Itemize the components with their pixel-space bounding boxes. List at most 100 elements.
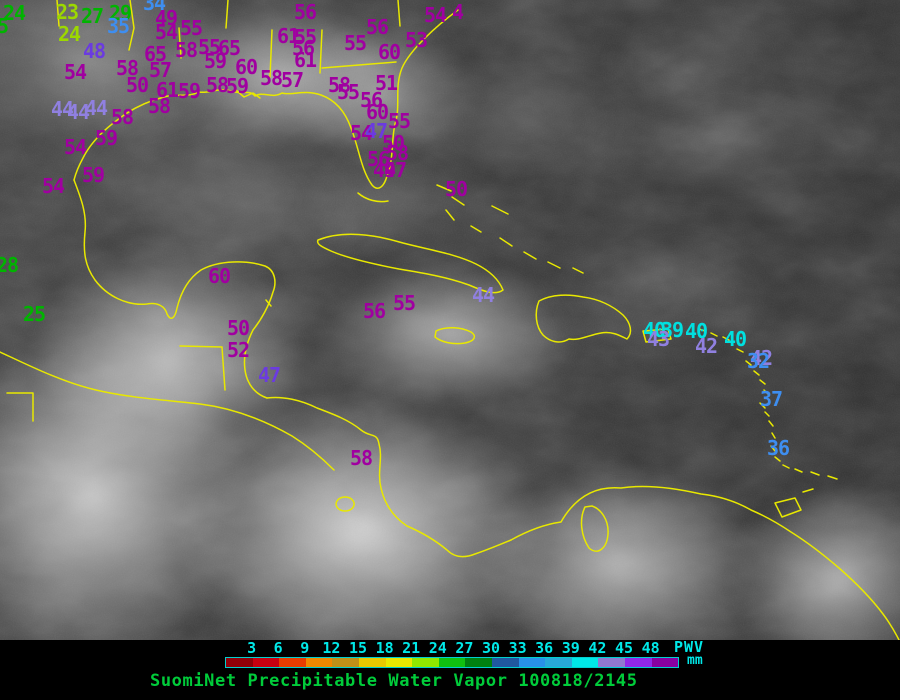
lake-nicaragua xyxy=(335,496,355,512)
pwv-station-value: 61 xyxy=(156,78,179,102)
pwv-station-value: 55 xyxy=(393,291,416,315)
pwv-station-value: 58 xyxy=(350,446,373,470)
central-america-coast xyxy=(266,396,512,558)
trinidad xyxy=(774,488,814,518)
station-values-layer: 24 5 23 24 27 29 35 34 49 54 55 48 65 58 55 65 59 57 54 58 5… xyxy=(0,0,790,470)
pwv-station-value: 59 xyxy=(226,74,249,98)
pwv-station-value: 50 xyxy=(382,131,405,155)
colorbar-segment xyxy=(491,658,519,667)
pwv-station-value: 59 xyxy=(204,49,227,73)
colorbar-tick-label: 3 xyxy=(247,639,257,657)
pwv-station-value: 37 xyxy=(760,387,783,411)
pwv-station-value: 58 xyxy=(175,38,198,62)
pwv-station-value: 56 xyxy=(366,15,389,39)
pwv-station-value: 60 xyxy=(235,55,258,79)
pwv-station-value: 4 xyxy=(452,0,464,24)
colorbar-segment xyxy=(226,658,253,667)
colorbar-tick-label: 21 xyxy=(402,639,421,657)
colorbar-segment xyxy=(598,658,625,667)
pwv-station-value: 44 xyxy=(67,100,90,124)
pwv-station-value: 54 xyxy=(424,3,447,27)
colorbar-segment xyxy=(651,658,679,667)
pwv-station-value: 24 xyxy=(3,1,26,25)
coastline-overlay xyxy=(0,0,900,640)
pwv-station-value: 50 xyxy=(227,316,250,340)
colorbar-tick-label: 39 xyxy=(561,639,580,657)
pwv-station-value: 53 xyxy=(405,28,428,52)
colorbar-segment xyxy=(385,658,413,667)
colorbar-tick-label: 33 xyxy=(508,639,527,657)
bahamas xyxy=(436,184,584,274)
mississippi-delta xyxy=(235,89,261,99)
colorbar-tick-label: 27 xyxy=(455,639,474,657)
puerto-rico xyxy=(642,328,672,343)
pwv-station-value: 55 xyxy=(344,31,367,55)
us-gulf-atlantic-coast xyxy=(73,9,459,189)
colorbar-segment xyxy=(545,658,572,667)
colorbar-tick-label: 48 xyxy=(641,639,660,657)
colorbar-tick-label: 18 xyxy=(375,639,394,657)
pwv-station-value: 49 xyxy=(155,6,178,30)
pwv-station-value: 50 xyxy=(126,73,149,97)
pwv-colorbar xyxy=(225,657,679,668)
pwv-station-value: 56 xyxy=(360,88,383,112)
pwv-station-value: 59 xyxy=(82,163,105,187)
cuba xyxy=(316,233,504,294)
colorbar-tick-label: 36 xyxy=(535,639,554,657)
pwv-station-value: 34 xyxy=(143,0,166,15)
pwv-station-value: 58 xyxy=(386,141,409,165)
pwv-station-value: 56 xyxy=(367,147,390,171)
cozumel xyxy=(265,299,272,307)
colorbar-tick-label: 42 xyxy=(588,639,607,657)
colorbar-segment xyxy=(252,658,280,667)
mexico-yucatan-coast xyxy=(73,179,276,399)
pwv-station-value: 24 xyxy=(58,22,81,46)
colorbar-tick-label: 9 xyxy=(300,639,310,657)
pwv-station-value: 54 xyxy=(64,135,87,159)
south-america-coast xyxy=(510,485,900,640)
hispaniola xyxy=(535,294,632,343)
pwv-station-value: 44 xyxy=(472,283,495,307)
colorbar-tick-label: 24 xyxy=(428,639,447,657)
pwv-station-value: 5 xyxy=(0,14,9,38)
colorbar-segment xyxy=(358,658,386,667)
colorbar-segment xyxy=(305,658,333,667)
pwv-station-value: 58 xyxy=(206,73,229,97)
pwv-station-value: 51 xyxy=(375,71,398,95)
pwv-station-value: 54 xyxy=(155,20,178,44)
footer: 3 6 9 12 15 18 21 24 27 30 33 36 39 42 45 48 PWV mm Suo… xyxy=(0,640,900,700)
colorbar-tick-label: 6 xyxy=(273,639,283,657)
colorbar-segment xyxy=(412,658,439,667)
pwv-station-value: 48 xyxy=(83,39,106,63)
pwv-station-value: 58 xyxy=(111,105,134,129)
pwv-station-value: 29 xyxy=(109,1,132,25)
pwv-station-value: 58 xyxy=(148,94,171,118)
colorbar-tick-label: 45 xyxy=(614,639,634,657)
pwv-station-value: 25 xyxy=(23,302,46,326)
pwv-station-value: 56 xyxy=(292,36,315,60)
pwv-station-value: 54 xyxy=(64,60,87,84)
pwv-station-value: 44 xyxy=(51,97,74,121)
pwv-station-value: 52 xyxy=(227,338,250,362)
pwv-station-value: 58 xyxy=(260,66,283,90)
pwv-station-value: 35 xyxy=(107,14,130,38)
florida-keys xyxy=(357,192,389,203)
pwv-station-value: 58 xyxy=(328,73,351,97)
pwv-station-value: 54 xyxy=(350,121,373,145)
jamaica xyxy=(434,327,476,345)
pwv-station-value: 57 xyxy=(149,58,172,82)
pwv-station-value: 44 xyxy=(85,96,108,120)
pwv-station-value: 55 xyxy=(294,25,317,49)
pwv-station-value: 42 xyxy=(695,334,718,358)
pwv-station-value: 43 xyxy=(647,327,670,351)
satellite-map-area: 24 5 23 24 27 29 35 34 49 54 55 48 65 58 55 65 59 57 54 58 5… xyxy=(0,0,900,640)
pwv-station-value: 50 xyxy=(445,177,468,201)
guatemala-borders xyxy=(6,345,226,422)
colorbar-segment xyxy=(332,658,359,667)
pwv-station-value: 61 xyxy=(294,48,317,72)
pwv-station-value: 47 xyxy=(258,363,281,387)
pwv-station-value: 36 xyxy=(767,436,790,460)
pwv-station-value: 57 xyxy=(281,68,304,92)
pwv-station-value: 40 xyxy=(685,319,708,343)
pacific-coast xyxy=(0,351,335,471)
